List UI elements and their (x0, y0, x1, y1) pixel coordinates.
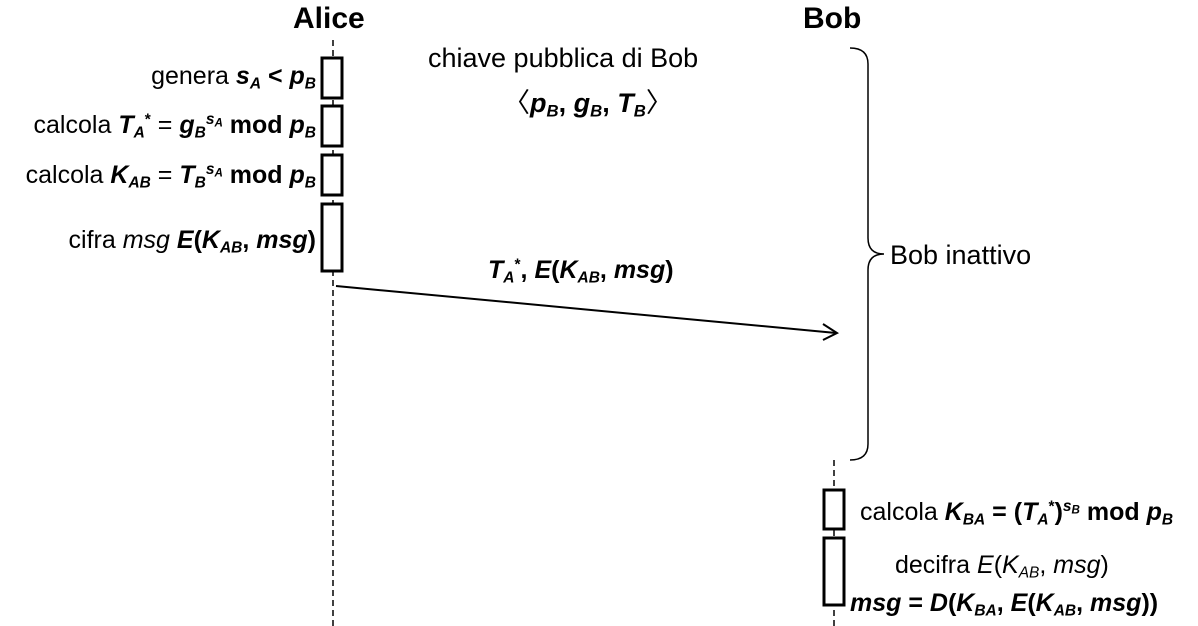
alice-step-encrypt: cifra msg E(KAB, msg) (68, 226, 316, 257)
public-key-title: chiave pubblica di Bob (428, 43, 699, 73)
alice-step-generate: genera sA < pB (151, 62, 316, 93)
actor-alice: Alice (293, 2, 365, 35)
alice-step-compute-kab: calcola KAB = TBsA mod pB (25, 161, 316, 192)
alice-activation-4 (320, 202, 344, 273)
message-arrow (335, 285, 837, 334)
alice-step-compute-ta: calcola TA* = gBsA mod pB (33, 111, 316, 142)
bob-activation-2 (822, 536, 846, 607)
bob-step-decrypt: decifra E(KAB, msg) (895, 551, 1109, 582)
message-arrowhead (822, 323, 840, 341)
alice-activation-2 (320, 104, 344, 148)
bob-step-compute-kba: calcola KBA = (TA*)sB mod pB (860, 498, 1174, 529)
actor-bob: Bob (803, 2, 862, 35)
message-label: TA*, E(KAB, msg) (488, 256, 674, 287)
alice-activation-1 (320, 56, 344, 100)
alice-activation-3 (320, 153, 344, 197)
bob-step-decrypt-formula: msg = D(KBA, E(KAB, msg)) (850, 589, 1159, 620)
bob-idle-label: Bob inattivo (890, 240, 1032, 270)
bob-idle-brace (849, 47, 885, 461)
bob-activation-1 (822, 488, 846, 531)
public-key-tuple: 〈pB, gB, TB〉 (503, 88, 673, 121)
